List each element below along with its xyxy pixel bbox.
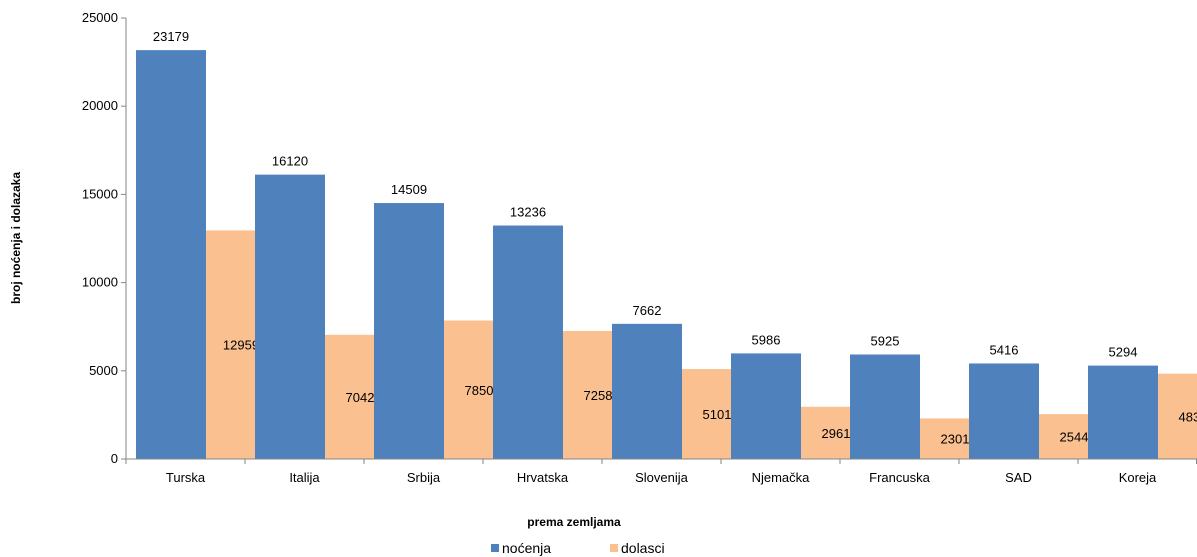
- x-tick-label: Hrvatska: [517, 470, 569, 485]
- y-tick-label: 5000: [89, 363, 118, 378]
- bar-nocenja: [731, 353, 801, 459]
- bar-nocenja: [1088, 365, 1158, 459]
- data-label: 2961: [822, 426, 851, 441]
- x-axis-title: prema zemljama: [527, 515, 621, 529]
- x-tick-label: Italija: [289, 470, 320, 485]
- data-label: 7258: [584, 388, 613, 403]
- data-label: 5986: [752, 332, 781, 347]
- data-label: 7662: [633, 303, 662, 318]
- x-tick-label: Koreja: [1119, 470, 1157, 485]
- data-label: 5416: [990, 342, 1019, 357]
- bar-nocenja: [374, 203, 444, 459]
- x-tick-label: Srbija: [407, 470, 441, 485]
- x-tick-label: Slovenija: [635, 470, 689, 485]
- bar-nocenja: [255, 174, 325, 460]
- data-label: 16120: [272, 154, 308, 169]
- data-label: 5101: [703, 407, 732, 422]
- data-label: 13236: [510, 205, 546, 220]
- data-label: 5294: [1109, 345, 1138, 360]
- y-tick-label: 10000: [82, 275, 118, 290]
- data-label: 7042: [346, 390, 375, 405]
- data-label: 4837: [1179, 409, 1197, 424]
- x-tick-label: Francuska: [869, 470, 930, 485]
- bars: 23179 12959 16120 7042 14509 7850 13236 7258 766…: [136, 29, 1197, 460]
- x-tick-label: Turska: [166, 470, 206, 485]
- y-tick-label: 25000: [82, 10, 118, 25]
- bar-nocenja: [850, 354, 920, 459]
- x-axis: Turska Italija Srbija Hrvatska Slovenija Njem…: [125, 458, 1197, 485]
- y-tick-label: 15000: [82, 186, 118, 201]
- data-label: 23179: [153, 29, 189, 44]
- bar-nocenja: [493, 225, 563, 459]
- data-label: 2301: [941, 432, 970, 447]
- y-axis: 0 5000 10000 15000 20000 25000: [82, 10, 127, 466]
- data-label: 7850: [465, 383, 494, 398]
- bar-dolasci: [1158, 373, 1197, 459]
- x-tick-label: Njemačka: [752, 470, 811, 485]
- bar-nocenja: [136, 50, 206, 460]
- data-label: 2544: [1060, 430, 1089, 445]
- y-tick-label: 0: [111, 451, 118, 466]
- legend-label: noćenja: [502, 540, 551, 556]
- legend-swatch: [610, 544, 618, 552]
- x-tick-label: SAD: [1005, 470, 1032, 485]
- data-label: 12959: [223, 338, 259, 353]
- data-label: 14509: [391, 182, 427, 197]
- y-axis-title: broj noćenja i dolazaka: [9, 172, 23, 304]
- bar-nocenja: [612, 323, 682, 459]
- bar-nocenja: [969, 363, 1039, 459]
- y-tick-label: 20000: [82, 98, 118, 113]
- legend-swatch: [491, 544, 499, 552]
- data-label: 5925: [871, 333, 900, 348]
- legend-label: dolasci: [621, 540, 665, 556]
- legend: noćenja dolasci: [491, 540, 665, 556]
